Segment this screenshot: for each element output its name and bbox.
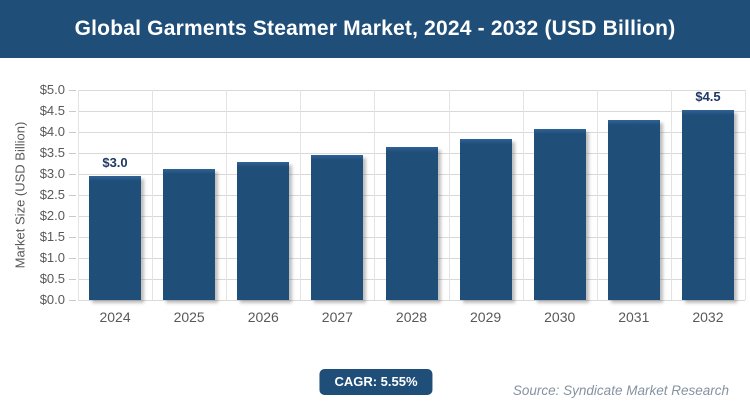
x-axis-label: 2030 — [544, 309, 576, 325]
bar-2028 — [386, 147, 438, 300]
bar-value-label: $4.5 — [695, 89, 721, 104]
y-axis-tick-label: $0.0 — [39, 292, 65, 307]
y-tick-mark — [69, 195, 76, 196]
y-tick-mark — [69, 111, 76, 112]
cagr-badge: CAGR: 5.55% — [319, 369, 433, 395]
h-gridline — [78, 111, 745, 112]
source-text: Source: Syndicate Market Research — [512, 383, 729, 398]
x-axis-label: 2028 — [395, 309, 428, 325]
x-axis-label: 2025 — [173, 309, 205, 325]
y-tick-mark — [69, 258, 76, 259]
bar-2024 — [89, 176, 141, 300]
x-axis-labels: 2024 2025 2026 2027 2028 2029 2030 2031 2032 — [78, 309, 745, 329]
v-gridline — [523, 90, 524, 300]
y-tick-mark — [69, 237, 76, 238]
x-axis-label: 2029 — [470, 309, 502, 325]
y-axis-tick-label: $2.0 — [39, 208, 65, 223]
y-axis-tick-label: $3.5 — [39, 145, 65, 160]
plot-area: $3.0 $4.5 — [78, 89, 746, 301]
bar-2027 — [311, 155, 363, 300]
y-tick-mark — [69, 279, 76, 280]
chart-title-bar: Global Garments Steamer Market, 2024 - 2… — [0, 0, 750, 58]
bar-2026 — [237, 162, 289, 300]
x-axis-label: 2026 — [247, 309, 279, 325]
x-axis-label: 2024 — [99, 309, 131, 325]
bar-2031 — [608, 120, 660, 300]
y-axis-tick-label: $1.0 — [39, 250, 65, 265]
v-gridline — [226, 90, 227, 300]
v-gridline — [374, 90, 375, 300]
y-axis-tick-label: $2.5 — [39, 187, 65, 202]
y-tick-mark — [69, 216, 76, 217]
v-gridline — [78, 90, 79, 300]
x-axis-label: 2031 — [618, 309, 650, 325]
v-gridline — [671, 90, 672, 300]
v-gridline — [152, 90, 153, 300]
y-tick-mark — [69, 132, 76, 133]
x-axis-label: 2032 — [692, 309, 724, 325]
y-tick-mark — [69, 174, 76, 175]
bar-2032 — [682, 110, 734, 300]
x-axis-label: 2027 — [321, 309, 353, 325]
y-axis-tick-label: $4.5 — [39, 103, 65, 118]
bar-2030 — [534, 129, 586, 300]
y-tick-mark — [69, 90, 76, 91]
v-gridline — [745, 90, 746, 300]
v-gridline — [300, 90, 301, 300]
v-gridline — [597, 90, 598, 300]
y-tick-mark — [69, 153, 76, 154]
v-gridline — [449, 90, 450, 300]
h-gridline — [78, 300, 745, 301]
bar-2029 — [460, 139, 512, 300]
bar-value-label: $3.0 — [102, 155, 128, 170]
y-tick-mark — [69, 300, 76, 301]
y-axis-tick-label: $4.0 — [39, 124, 65, 139]
chart-title: Global Garments Steamer Market, 2024 - 2… — [74, 17, 676, 40]
y-axis-tick-labels: $5.0 $4.5 $4.0 $3.5 $3.0 $2.5 $2.0 $1.5 $1.0 $0.5… — [0, 82, 65, 307]
h-gridline — [78, 90, 745, 91]
y-axis-tick-label: $0.5 — [39, 271, 65, 286]
y-axis-tick-label: $1.5 — [39, 229, 65, 244]
cagr-label: CAGR: 5.55% — [334, 374, 418, 389]
bar-2025 — [163, 169, 215, 300]
y-axis-tick-label: $3.0 — [39, 166, 65, 181]
y-axis-tick-label: $5.0 — [39, 82, 65, 97]
h-gridline — [78, 132, 745, 133]
